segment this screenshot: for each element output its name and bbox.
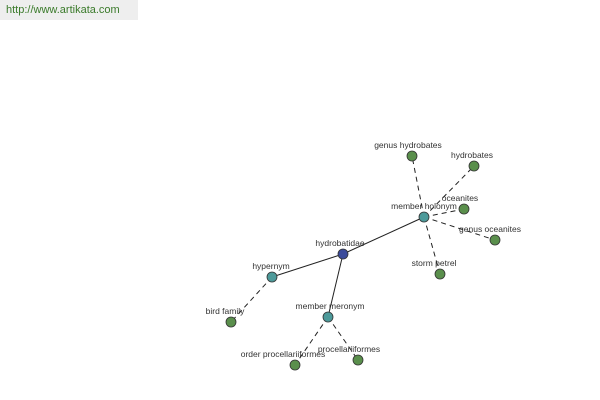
edge: [230, 276, 273, 323]
node-label: genus oceanites: [459, 224, 521, 234]
node-label: hypernym: [252, 261, 289, 271]
site-link[interactable]: http://www.artikata.com: [0, 0, 138, 20]
edges: [230, 155, 496, 366]
node[interactable]: [458, 203, 470, 215]
node-label: member holonym: [391, 201, 457, 211]
edge: [423, 216, 496, 241]
node[interactable]: [434, 268, 446, 280]
node-label: hydrobates: [451, 150, 493, 160]
node[interactable]: [322, 311, 334, 323]
node-label: order procellariiformes: [241, 349, 326, 359]
edge: [411, 155, 425, 218]
node[interactable]: [406, 150, 418, 162]
node-label: storm petrel: [412, 258, 457, 268]
edge: [423, 208, 465, 218]
node-label: hydrobatidae: [315, 238, 364, 248]
node[interactable]: [289, 359, 301, 371]
node-label: member meronym: [296, 301, 365, 311]
node-label: oceanites: [442, 193, 478, 203]
edge: [327, 253, 344, 318]
edge: [342, 216, 425, 255]
edge: [423, 165, 475, 218]
edge: [294, 316, 329, 366]
node[interactable]: [266, 271, 278, 283]
edge: [271, 253, 344, 278]
edge: [423, 216, 441, 275]
node[interactable]: [468, 160, 480, 172]
node-label: procellariiformes: [318, 344, 380, 354]
labels: hydrobatidae hypernym member meronym mem…: [206, 140, 521, 359]
nodes: [225, 150, 501, 371]
node-label: bird family: [206, 306, 245, 316]
node[interactable]: [225, 316, 237, 328]
node[interactable]: [337, 248, 349, 260]
node-label: genus hydrobates: [374, 140, 442, 150]
node[interactable]: [489, 234, 501, 246]
node[interactable]: [352, 354, 364, 366]
node[interactable]: [418, 211, 430, 223]
